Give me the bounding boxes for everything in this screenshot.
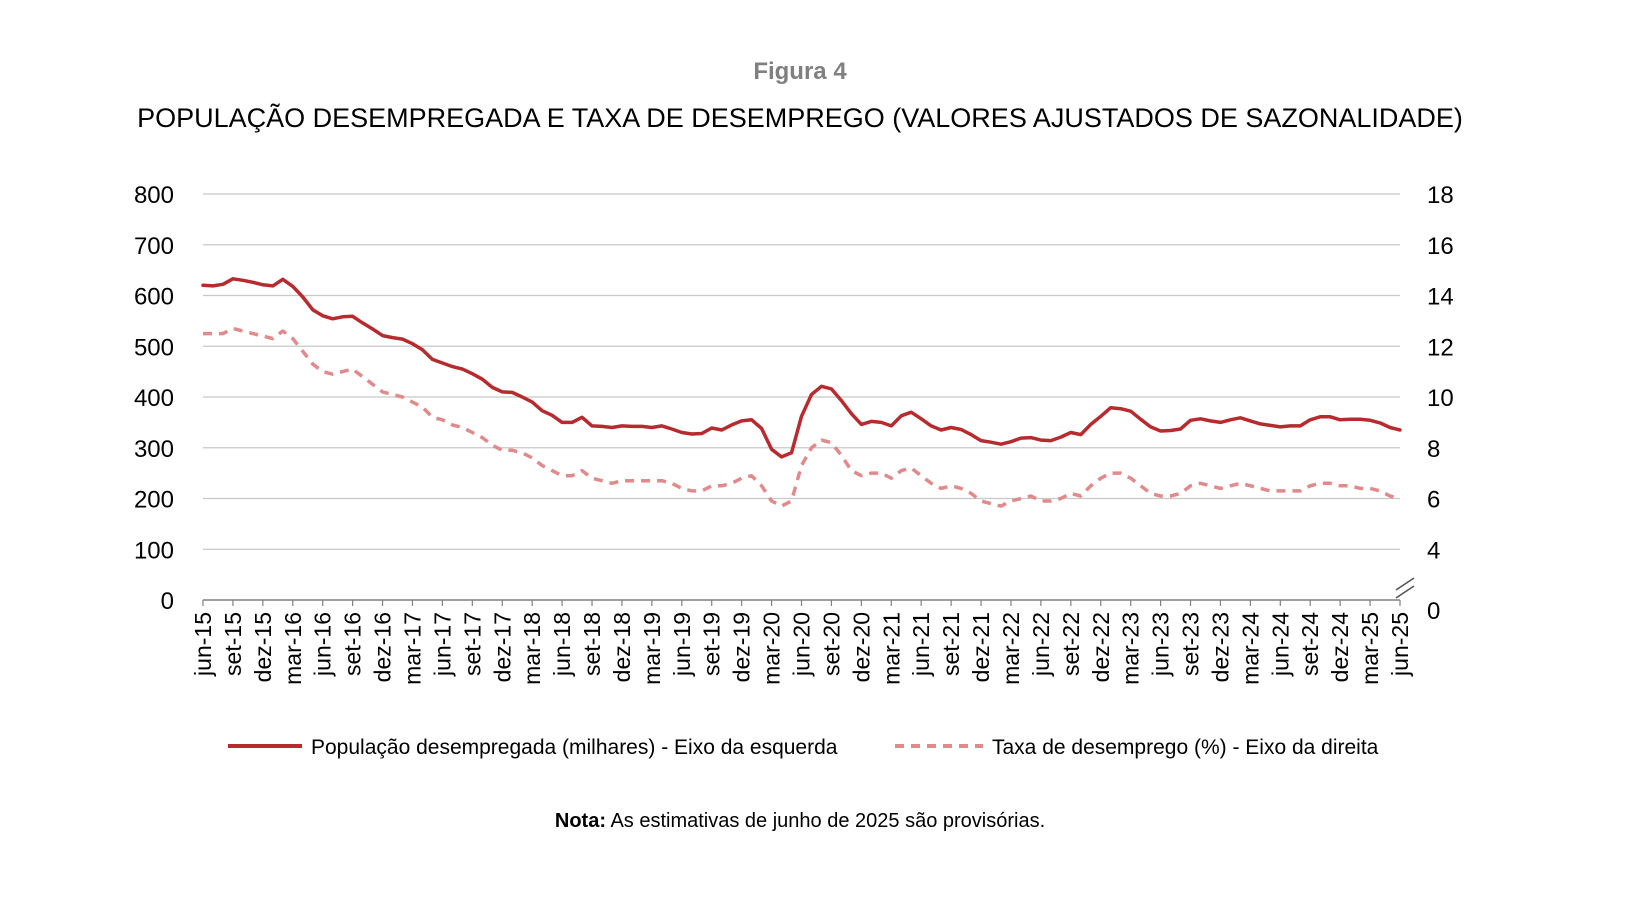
right-tick-label: 0 xyxy=(1427,598,1440,625)
x-tick-label: mar-21 xyxy=(878,612,904,685)
right-tick-label: 6 xyxy=(1427,487,1440,514)
figure-label: Figura 4 xyxy=(753,58,847,85)
x-tick-label: set-17 xyxy=(459,612,485,676)
right-tick-label: 10 xyxy=(1427,385,1454,412)
x-tick-label: dez-24 xyxy=(1327,612,1353,683)
x-tick-label: dez-20 xyxy=(848,612,874,682)
x-tick-label: jun-19 xyxy=(669,612,695,677)
x-axis: jun-15 set-15 dez-15 mar-16 jun-16 set-16 dez-… xyxy=(190,600,1413,685)
population-line xyxy=(201,277,1402,459)
x-tick-label: jun-23 xyxy=(1148,612,1174,677)
rate-line xyxy=(203,326,1401,508)
note-label: Nota: xyxy=(554,810,606,832)
x-tick-label: dez-22 xyxy=(1088,612,1114,682)
x-tick-label: mar-20 xyxy=(759,612,785,685)
legend-label-rate: Taxa de desemprego (%) - Eixo da direita xyxy=(992,736,1379,759)
x-tick-label: set-16 xyxy=(340,612,366,676)
x-tick-label: mar-25 xyxy=(1357,612,1383,685)
x-tick-label: set-23 xyxy=(1178,612,1204,676)
right-tick-label: 18 xyxy=(1427,182,1454,209)
right-tick-label: 12 xyxy=(1427,334,1454,361)
right-axis-ticks: 0 4 6 8 10 12 14 16 18 xyxy=(1395,182,1454,625)
chart-title: POPULAÇÃO DESEMPREGADA E TAXA DE DESEMPR… xyxy=(137,103,1463,133)
gridlines xyxy=(203,193,1400,601)
right-tick-label: 8 xyxy=(1427,436,1440,463)
axis-break-mark xyxy=(1395,577,1415,591)
x-tick-label: jun-22 xyxy=(1028,612,1054,677)
left-tick-label: 300 xyxy=(134,436,174,463)
footnote: Nota: As estimativas de junho de 2025 sã… xyxy=(0,810,1600,833)
x-tick-label: set-18 xyxy=(579,612,605,676)
left-tick-label: 700 xyxy=(134,233,174,260)
x-tick-label: mar-24 xyxy=(1237,612,1263,685)
x-tick-label: set-15 xyxy=(220,612,246,676)
x-tick-label: mar-23 xyxy=(1118,612,1144,685)
x-tick-label: dez-23 xyxy=(1207,612,1233,682)
left-tick-label: 800 xyxy=(134,182,174,209)
x-tick-label: mar-19 xyxy=(639,612,665,685)
right-tick-label: 14 xyxy=(1427,284,1454,311)
x-tick-label: jun-17 xyxy=(429,612,455,677)
left-tick-label: 100 xyxy=(134,537,174,564)
x-tick-label: dez-16 xyxy=(370,612,396,682)
x-tick-label: jun-20 xyxy=(789,612,815,677)
x-tick-label: dez-19 xyxy=(729,612,755,682)
x-tick-label: mar-16 xyxy=(280,612,306,685)
series-lines xyxy=(201,277,1402,508)
x-tick-label: set-19 xyxy=(699,612,725,676)
note-text: As estimativas de junho de 2025 são prov… xyxy=(605,810,1046,832)
x-tick-label: set-20 xyxy=(818,612,844,676)
x-tick-label: mar-22 xyxy=(998,612,1024,685)
x-tick-label: jun-16 xyxy=(310,612,336,677)
x-tick-label: mar-18 xyxy=(519,612,545,685)
x-tick-label: mar-17 xyxy=(399,612,425,685)
legend: População desempregada (milhares) - Eixo… xyxy=(228,736,1379,759)
x-tick-label: jun-25 xyxy=(1387,612,1413,677)
x-tick-label: jun-15 xyxy=(190,612,216,677)
axis-break-mark xyxy=(1395,585,1415,599)
x-tick-label: dez-17 xyxy=(489,612,515,682)
x-tick-label: dez-18 xyxy=(609,612,635,682)
x-tick-label: dez-21 xyxy=(968,612,994,682)
x-tick-label: set-24 xyxy=(1297,612,1323,676)
left-tick-label: 600 xyxy=(134,284,174,311)
x-tick-label: jun-21 xyxy=(908,612,934,677)
left-axis-ticks: 0 100 200 300 400 500 600 700 800 xyxy=(134,182,174,615)
legend-label-population: População desempregada (milhares) - Eixo… xyxy=(311,736,838,759)
right-tick-label: 16 xyxy=(1427,233,1454,260)
x-tick-label: set-22 xyxy=(1058,612,1084,676)
x-tick-label: set-21 xyxy=(938,612,964,676)
left-tick-label: 200 xyxy=(134,487,174,514)
x-tick-label: jun-18 xyxy=(549,612,575,677)
left-tick-label: 500 xyxy=(134,334,174,361)
x-tick-label: jun-24 xyxy=(1267,612,1293,677)
right-tick-label: 4 xyxy=(1427,537,1440,564)
left-tick-label: 0 xyxy=(161,588,174,615)
x-tick-label: dez-15 xyxy=(250,612,276,682)
left-tick-label: 400 xyxy=(134,385,174,412)
